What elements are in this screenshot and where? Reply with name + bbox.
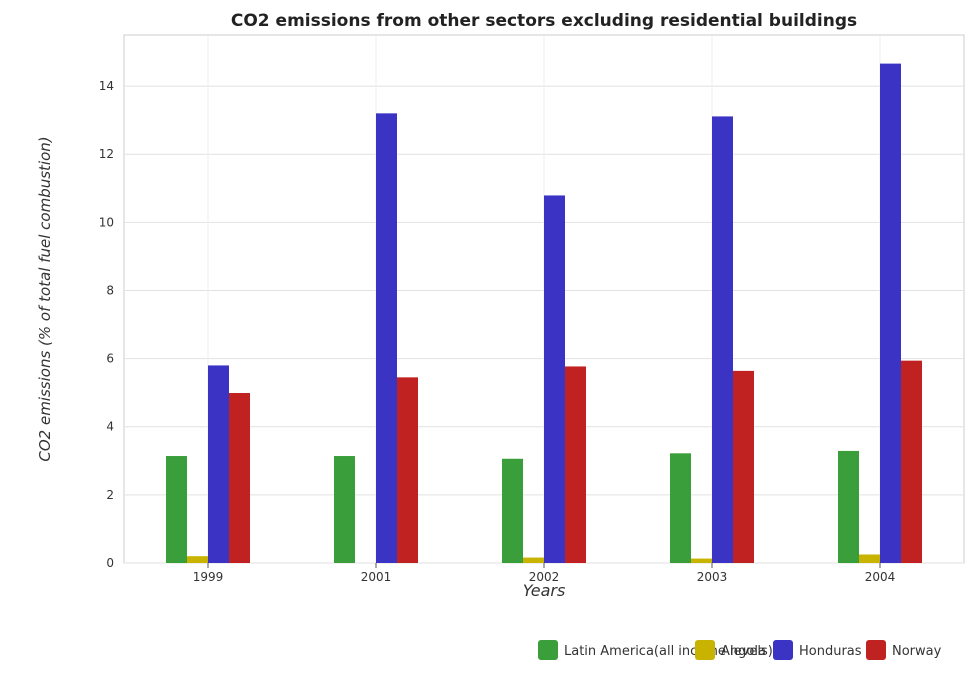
bar xyxy=(544,195,565,563)
y-tick-label: 2 xyxy=(106,488,114,502)
y-axis-label: CO2 emissions (% of total fuel combustio… xyxy=(36,136,54,461)
bar xyxy=(334,456,355,563)
bar-layer xyxy=(166,63,922,564)
x-tick-label: 2003 xyxy=(697,570,728,584)
legend: Latin America(all income levels)Angola Ho… xyxy=(538,640,942,660)
chart-title: CO2 emissions from other sectors excludi… xyxy=(231,11,857,31)
legend-label: Honduras xyxy=(799,644,862,659)
x-axis-label: Years xyxy=(523,581,566,600)
x-tick-label: 1999 xyxy=(193,570,224,584)
bar xyxy=(502,458,523,563)
bar xyxy=(208,365,229,563)
y-tick-label: 6 xyxy=(106,352,114,366)
bar xyxy=(691,558,712,563)
legend-swatch xyxy=(866,640,886,660)
bar xyxy=(523,557,544,563)
bar xyxy=(670,453,691,563)
legend-label: Latin America(all income levels) xyxy=(564,644,773,659)
axis-layer: 0 2 4 6 8 10 12 14 1999 2001 2002 2003 2004 xyxy=(99,79,896,584)
bar xyxy=(166,456,187,563)
y-tick-label: 0 xyxy=(106,556,114,570)
y-tick-label: 8 xyxy=(106,283,114,297)
x-tick-label: 2002 xyxy=(529,570,560,584)
bar xyxy=(187,556,208,563)
plot-area: 0 2 4 6 8 10 12 14 1999 2001 2002 2003 2004 xyxy=(99,34,965,584)
bar xyxy=(880,63,901,563)
bar xyxy=(712,116,733,564)
bar xyxy=(397,377,418,563)
y-tick-label: 12 xyxy=(99,147,114,161)
legend-swatch xyxy=(538,640,558,660)
legend-label: Angola xyxy=(721,644,766,659)
bar xyxy=(859,554,880,563)
y-tick-label: 10 xyxy=(99,215,114,229)
bar xyxy=(376,113,397,563)
legend-swatch xyxy=(695,640,715,660)
bar xyxy=(901,360,922,563)
y-tick-label: 14 xyxy=(99,79,114,93)
x-tick-label: 2004 xyxy=(865,570,896,584)
x-tick-label: 2001 xyxy=(361,570,392,584)
bar xyxy=(838,450,859,563)
bar xyxy=(229,393,250,563)
bar xyxy=(733,370,754,563)
bar xyxy=(565,366,586,563)
legend-label: Norway xyxy=(892,644,942,659)
y-tick-label: 4 xyxy=(106,420,114,434)
legend-swatch xyxy=(773,640,793,660)
